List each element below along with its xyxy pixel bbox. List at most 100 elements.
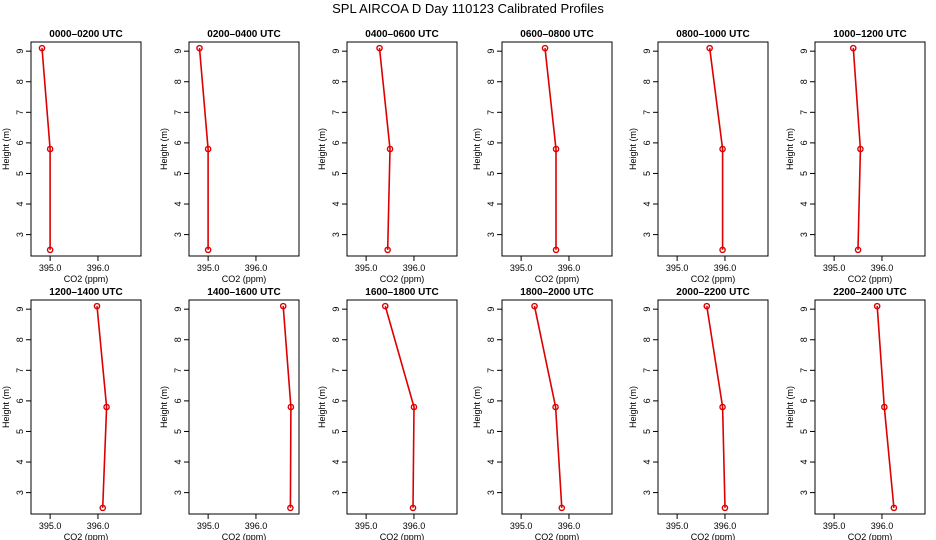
panel-12: 2200–2400 UTC 395.0 396.0 3 4 5 6 7 8 9 CO2 (ppm) H… [785, 287, 926, 540]
x-axis-label: CO2 (ppm) [222, 532, 267, 540]
data-point [890, 504, 898, 512]
x-axis-label: CO2 (ppm) [691, 274, 736, 284]
y-tick-label: 5 [15, 171, 25, 176]
y-axis-label: Height (m) [159, 386, 169, 428]
y-tick-label: 7 [331, 110, 341, 115]
y-tick-label: 3 [173, 232, 183, 237]
y-tick-label: 9 [173, 307, 183, 312]
y-tick-label: 4 [642, 202, 652, 207]
data-point [857, 145, 864, 153]
x-tick-label: 395.0 [510, 521, 533, 531]
panel-title: 1400–1600 UTC [207, 287, 280, 298]
series-line [41, 48, 51, 250]
panel-4: 0600–0800 UTC 395.0 396.0 3 4 5 6 7 8 9 CO2 (ppm) H… [472, 29, 613, 284]
x-axis-label: CO2 (ppm) [380, 274, 425, 284]
x-axis-label: CO2 (ppm) [848, 532, 893, 540]
y-tick-label: 3 [486, 490, 496, 495]
plot-frame [814, 41, 926, 257]
y-tick-label: 9 [486, 49, 496, 54]
data-point [279, 302, 287, 310]
data-point [552, 403, 559, 411]
y-axis-label: Height (m) [472, 128, 482, 170]
y-tick-label: 9 [173, 49, 183, 54]
data-point [719, 246, 726, 254]
y-tick-label: 4 [331, 460, 341, 465]
panel-title: 1800–2000 UTC [520, 287, 593, 298]
y-tick-label: 7 [642, 110, 652, 115]
data-point [558, 504, 566, 512]
data-point [541, 44, 549, 52]
y-tick-label: 3 [331, 232, 341, 237]
series-line [533, 305, 563, 508]
y-tick-label: 8 [331, 337, 341, 342]
y-tick-label: 8 [799, 337, 809, 342]
panel-3: 0400–0600 UTC 395.0 396.0 3 4 5 6 7 8 9 CO2 (ppm) H… [317, 29, 458, 284]
y-tick-label: 4 [173, 460, 183, 465]
plot-frame [188, 41, 300, 257]
x-tick-label: 395.0 [823, 521, 846, 531]
y-tick-label: 3 [15, 490, 25, 495]
y-tick-label: 6 [173, 398, 183, 403]
y-tick-label: 4 [799, 460, 809, 465]
x-tick-label: 396.0 [245, 521, 268, 531]
y-tick-label: 6 [642, 140, 652, 145]
data-point [552, 145, 560, 153]
y-tick-label: 9 [15, 49, 25, 54]
y-tick-label: 8 [331, 79, 341, 84]
y-tick-label: 7 [331, 368, 341, 373]
series-line [378, 48, 391, 250]
y-tick-label: 3 [486, 232, 496, 237]
panel-title: 1000–1200 UTC [833, 29, 906, 40]
y-tick-label: 6 [799, 398, 809, 403]
y-tick-label: 3 [642, 490, 652, 495]
data-point [287, 504, 294, 512]
x-axis-label: CO2 (ppm) [64, 532, 109, 540]
data-point [99, 504, 107, 512]
y-tick-label: 5 [331, 429, 341, 434]
y-tick-label: 6 [799, 140, 809, 145]
y-tick-label: 5 [486, 429, 496, 434]
y-tick-label: 9 [799, 49, 809, 54]
x-axis-label: CO2 (ppm) [380, 532, 425, 540]
data-point [719, 403, 726, 411]
y-tick-label: 6 [15, 140, 25, 145]
x-tick-label: 396.0 [245, 263, 268, 273]
data-point [721, 504, 729, 512]
data-point [849, 44, 857, 52]
panel-5: 0800–1000 UTC 395.0 396.0 3 4 5 6 7 8 9 CO2 (ppm) H… [628, 29, 769, 284]
x-tick-label: 395.0 [355, 521, 378, 531]
data-point [706, 44, 713, 52]
y-tick-label: 9 [799, 307, 809, 312]
y-tick-label: 4 [486, 202, 496, 207]
data-point [703, 302, 711, 310]
y-tick-label: 3 [173, 490, 183, 495]
panel-title: 1200–1400 UTC [49, 287, 122, 298]
y-tick-label: 4 [331, 202, 341, 207]
data-point [386, 145, 394, 153]
y-axis-label: Height (m) [472, 386, 482, 428]
x-tick-label: 396.0 [87, 263, 110, 273]
y-tick-label: 9 [642, 307, 652, 312]
y-tick-label: 8 [173, 337, 183, 342]
panel-9: 1600–1800 UTC 395.0 396.0 3 4 5 6 7 8 9 CO2 (ppm) H… [317, 287, 458, 540]
y-tick-label: 5 [486, 171, 496, 176]
x-tick-label: 396.0 [87, 521, 110, 531]
panel-11: 2000–2200 UTC 395.0 396.0 3 4 5 6 7 8 9 CO2 (ppm) H… [628, 287, 769, 540]
data-point [873, 302, 881, 310]
x-tick-label: 396.0 [403, 521, 426, 531]
series-line [198, 48, 209, 250]
y-axis-label: Height (m) [317, 128, 327, 170]
panel-8: 1400–1600 UTC 395.0 396.0 3 4 5 6 7 8 9 CO2 (ppm) H… [159, 287, 300, 540]
plot-frame [814, 299, 926, 515]
y-tick-label: 5 [799, 171, 809, 176]
series-line [544, 48, 557, 250]
y-axis-label: Height (m) [785, 386, 795, 428]
panel-10: 1800–2000 UTC 395.0 396.0 3 4 5 6 7 8 9 CO2 (ppm) H… [472, 287, 613, 540]
y-tick-label: 7 [486, 110, 496, 115]
data-point [376, 44, 383, 52]
y-tick-label: 5 [15, 429, 25, 434]
panel-7: 1200–1400 UTC 395.0 396.0 3 4 5 6 7 8 9 CO2 (ppm) H… [1, 287, 142, 540]
panel-title: 1600–1800 UTC [365, 287, 438, 298]
x-tick-label: 395.0 [197, 263, 220, 273]
